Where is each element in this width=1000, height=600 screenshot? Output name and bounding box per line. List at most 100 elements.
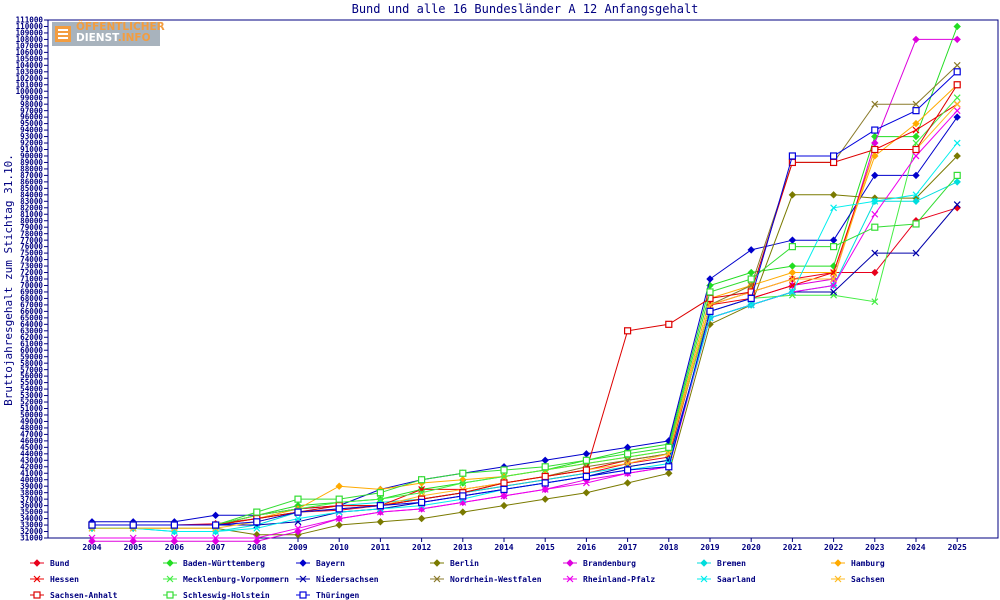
data-point	[665, 469, 673, 477]
data-point	[541, 479, 549, 487]
x-tick-label: 2021	[783, 543, 802, 552]
logo-line2-suffix: .INFO	[117, 32, 151, 44]
y-tick-label: 80000	[20, 216, 43, 225]
data-point	[829, 191, 838, 199]
site-logo: ÖFFENTLICHER DIENST.INFO	[52, 22, 165, 46]
data-point	[829, 243, 838, 251]
legend-label: Bremen	[717, 559, 746, 568]
y-tick-label: 62000	[20, 333, 43, 342]
y-tick-label: 44000	[20, 449, 43, 458]
series-line	[92, 116, 958, 523]
data-point	[871, 145, 879, 154]
series-line	[92, 155, 958, 536]
data-point	[912, 35, 920, 44]
data-point	[88, 521, 96, 529]
legend-label: Baden-Württemberg	[183, 559, 265, 568]
data-point	[871, 223, 879, 231]
data-point	[871, 197, 879, 205]
y-tick-label: 66000	[20, 307, 43, 316]
data-point	[166, 559, 174, 567]
y-tick-label: 86000	[20, 177, 43, 186]
data-point	[376, 518, 385, 526]
y-tick-label: 73000	[20, 262, 43, 271]
data-point	[376, 495, 384, 503]
data-point	[170, 534, 178, 542]
data-point	[953, 94, 961, 102]
data-point	[829, 236, 838, 244]
y-tick-label: 104000	[16, 61, 44, 70]
y-tick-label: 81000	[20, 210, 43, 219]
data-point	[788, 275, 796, 283]
x-axis: 2004 2005 2006 2007 2008 2009 2010 2011 2012 2013…	[82, 538, 967, 552]
data-point	[912, 145, 920, 154]
y-tick-label: 98000	[20, 100, 43, 109]
data-point	[541, 463, 549, 471]
y-tick-label: 41000	[20, 469, 43, 478]
series-line	[92, 26, 958, 526]
data-point	[582, 472, 591, 481]
data-point	[211, 511, 220, 520]
data-point	[912, 249, 920, 257]
y-tick-label: 52000	[20, 398, 43, 407]
series-line	[92, 71, 958, 526]
legend-item: Nordrhein-Westfalen	[430, 574, 542, 584]
data-point	[788, 268, 797, 277]
data-point	[788, 288, 796, 296]
data-point	[871, 298, 879, 306]
legend-item: Rheinland-Pfalz	[563, 574, 655, 584]
data-point	[335, 515, 343, 522]
data-point	[912, 126, 920, 134]
data-point	[953, 61, 961, 69]
y-tick-label: 33000	[20, 521, 43, 530]
data-point	[953, 81, 961, 89]
data-point	[299, 575, 307, 583]
legend-label: Berlin	[450, 558, 479, 568]
data-point	[433, 559, 441, 567]
series-line	[92, 103, 958, 529]
data-point	[294, 495, 302, 503]
x-tick-label: 2008	[247, 543, 266, 552]
data-point	[418, 498, 426, 506]
data-point	[788, 262, 797, 270]
data-point	[706, 301, 714, 309]
data-point	[706, 307, 714, 315]
y-tick-label: 109000	[16, 29, 44, 38]
legend-item: Hessen	[30, 575, 79, 584]
data-point	[582, 456, 591, 464]
y-tick-label: 71000	[20, 275, 43, 284]
series-6	[88, 178, 961, 536]
y-tick-label: 110000	[16, 22, 44, 31]
legend-item: Niedersachsen	[296, 574, 379, 584]
data-point	[299, 591, 307, 599]
data-point	[253, 518, 261, 526]
logo-line2: DIENST	[76, 32, 118, 44]
data-point	[623, 450, 632, 458]
y-tick-label: 75000	[20, 249, 43, 258]
data-point	[253, 524, 261, 532]
data-point	[665, 443, 673, 451]
data-point	[747, 294, 755, 303]
y-tick-label: 106000	[16, 48, 44, 57]
data-point	[212, 521, 220, 529]
y-tick-label: 92000	[20, 139, 43, 148]
data-point	[253, 534, 261, 542]
data-point	[953, 204, 961, 212]
data-point	[747, 301, 755, 309]
legend-item: Bayern	[296, 559, 345, 568]
series-line	[92, 103, 958, 526]
legend-item: Baden-Württemberg	[163, 559, 265, 568]
x-tick-label: 2014	[494, 543, 513, 552]
x-tick-label: 2013	[453, 543, 472, 552]
data-point	[335, 521, 343, 529]
data-point	[834, 559, 842, 567]
y-tick-label: 76000	[20, 242, 43, 251]
legend-item: Berlin	[430, 558, 479, 568]
legend-label: Mecklenburg-Vorpommern	[183, 575, 289, 584]
data-point	[830, 204, 838, 212]
y-tick-label: 78000	[20, 229, 43, 238]
data-point	[582, 466, 591, 474]
y-tick-label: 69000	[20, 288, 43, 297]
data-point	[871, 100, 879, 108]
data-point	[953, 68, 961, 76]
